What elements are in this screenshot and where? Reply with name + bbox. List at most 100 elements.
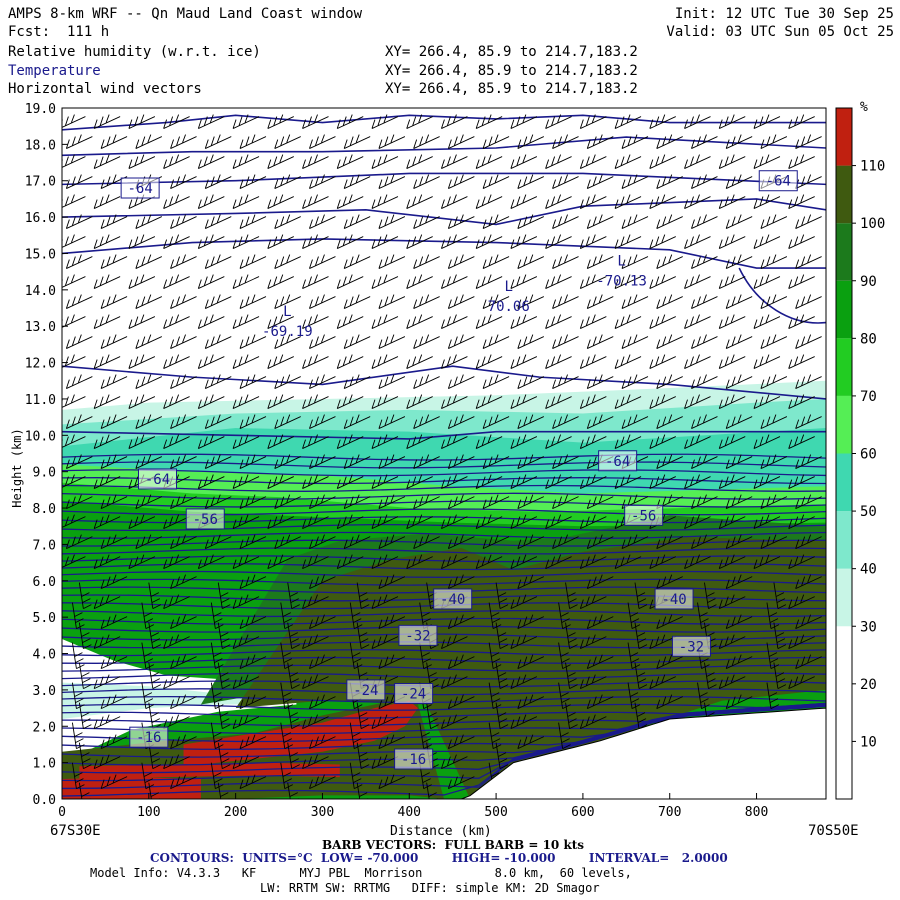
wind-barb xyxy=(378,534,406,550)
temp-contour-42 xyxy=(62,704,826,790)
wind-barb xyxy=(163,274,190,289)
wind-barb xyxy=(656,214,683,229)
wind-barb xyxy=(406,514,433,530)
wind-barb xyxy=(795,574,822,590)
wind-barb xyxy=(482,214,510,229)
wind-barb xyxy=(691,294,718,309)
wind-barb xyxy=(795,414,822,429)
temp-contour-14 xyxy=(62,563,826,571)
wind-barb xyxy=(232,114,260,129)
wind-barb xyxy=(163,554,190,570)
x-tick-label: 600 xyxy=(571,805,594,820)
wind-barb xyxy=(302,314,329,329)
wind-barb xyxy=(267,434,294,449)
wind-barb xyxy=(267,554,294,570)
wind-barb xyxy=(718,594,746,610)
wind-barb xyxy=(649,554,676,570)
wind-barb xyxy=(356,622,370,650)
wind-barb xyxy=(62,234,86,248)
wind-barb xyxy=(649,394,676,409)
wind-barb xyxy=(336,394,364,409)
wind-barb xyxy=(753,434,781,449)
wind-barb xyxy=(65,374,93,389)
wind-barb xyxy=(371,474,399,490)
wind-barb xyxy=(378,134,406,149)
wind-barb xyxy=(302,554,329,570)
temp-contour-10 xyxy=(62,531,826,539)
wind-barb xyxy=(378,174,406,189)
wind-barb xyxy=(62,114,86,128)
temp-label-box xyxy=(129,726,169,748)
wind-barb xyxy=(336,194,364,209)
temp-contour-26 xyxy=(62,656,826,664)
wind-barb xyxy=(426,702,439,730)
wind-barb xyxy=(495,622,509,650)
wind-barb xyxy=(586,494,614,510)
wind-barb xyxy=(718,154,746,169)
wind-barb xyxy=(586,574,614,590)
wind-barb xyxy=(267,274,294,289)
wind-barb xyxy=(336,514,364,530)
wind-barb xyxy=(565,582,578,610)
wind-barb xyxy=(336,154,364,169)
wind-barb xyxy=(795,334,822,349)
wind-barb xyxy=(684,314,711,329)
temp-contour-upper-5 xyxy=(62,365,826,400)
y-tick-label: 1.0 xyxy=(33,757,56,772)
wind-barb xyxy=(371,554,399,570)
wind-barb xyxy=(93,514,121,530)
wind-barb xyxy=(656,254,683,269)
wind-barb xyxy=(128,154,156,169)
wind-barb xyxy=(204,414,232,429)
wind-barb xyxy=(197,154,225,169)
wind-barb xyxy=(718,674,746,690)
wind-barb xyxy=(634,702,648,730)
wind-barb xyxy=(482,414,510,429)
wind-barb xyxy=(656,574,683,590)
wind-barb xyxy=(274,454,301,470)
colorbar-swatch xyxy=(836,568,852,627)
temp-contour-label: -40 xyxy=(433,588,473,610)
temp-contour-6 xyxy=(62,500,826,508)
wind-barb xyxy=(656,174,683,189)
wind-barb xyxy=(239,694,267,710)
colorbar-label: 60 xyxy=(860,447,877,463)
y-tick-label: 7.0 xyxy=(33,538,56,553)
wind-barb xyxy=(267,314,294,329)
wind-barb xyxy=(128,194,156,209)
wind-barb xyxy=(517,654,545,670)
wind-barb xyxy=(302,394,329,409)
wind-barb xyxy=(371,154,399,169)
wind-barb xyxy=(204,174,232,189)
terrain-profile xyxy=(461,707,826,799)
wind-barb xyxy=(788,314,815,329)
wind-barb xyxy=(204,334,232,349)
temp-contour-upper-1 xyxy=(62,136,826,157)
wind-barb xyxy=(378,654,406,670)
wind-barb xyxy=(93,354,121,369)
wind-barb xyxy=(579,394,607,409)
y-tick-label: 4.0 xyxy=(33,648,56,663)
wind-barb xyxy=(197,434,225,449)
wind-barb xyxy=(267,234,294,249)
temp-contour-label: -16 xyxy=(394,748,434,770)
wind-barb xyxy=(135,254,163,269)
wind-barb xyxy=(93,434,121,449)
wind-barb xyxy=(517,414,545,429)
wind-barb xyxy=(343,334,371,349)
field-temp-name: Temperature xyxy=(8,63,101,79)
temp-label-box xyxy=(394,748,434,770)
wind-barb xyxy=(343,494,371,510)
wind-barb xyxy=(128,554,156,570)
colorbar-label: 90 xyxy=(860,274,877,290)
wind-barb xyxy=(163,354,190,369)
wind-barb xyxy=(62,354,86,368)
temp-contour-43 xyxy=(62,703,826,797)
wind-barb xyxy=(406,234,433,249)
wind-barb xyxy=(65,214,93,229)
wind-barb xyxy=(440,274,468,289)
wind-barb xyxy=(239,414,267,429)
wind-barb xyxy=(135,534,163,550)
wind-barb xyxy=(239,454,267,470)
wind-barb xyxy=(510,274,538,289)
